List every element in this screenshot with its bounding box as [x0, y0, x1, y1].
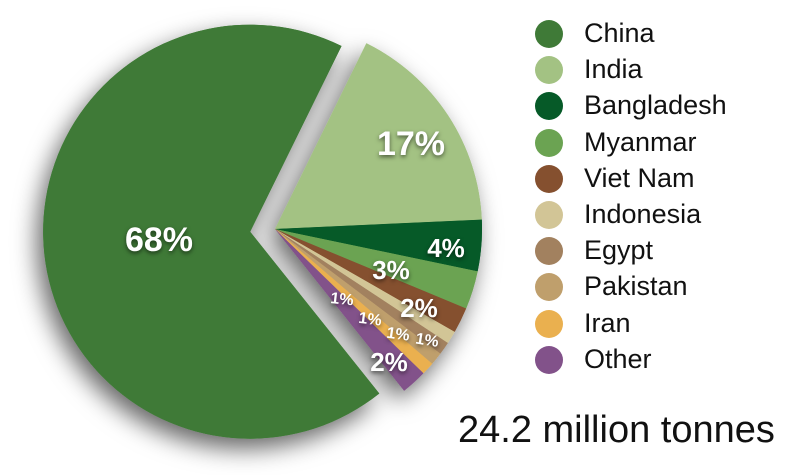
svg-text:2%: 2% [370, 347, 408, 377]
svg-text:2%: 2% [400, 293, 438, 323]
svg-text:1%: 1% [358, 310, 383, 330]
svg-text:4%: 4% [427, 233, 465, 263]
svg-text:1%: 1% [414, 331, 440, 351]
svg-text:3%: 3% [372, 255, 410, 285]
svg-text:1%: 1% [330, 290, 355, 309]
svg-text:1%: 1% [385, 325, 410, 345]
svg-text:68%: 68% [125, 221, 193, 259]
svg-text:17%: 17% [377, 125, 445, 163]
